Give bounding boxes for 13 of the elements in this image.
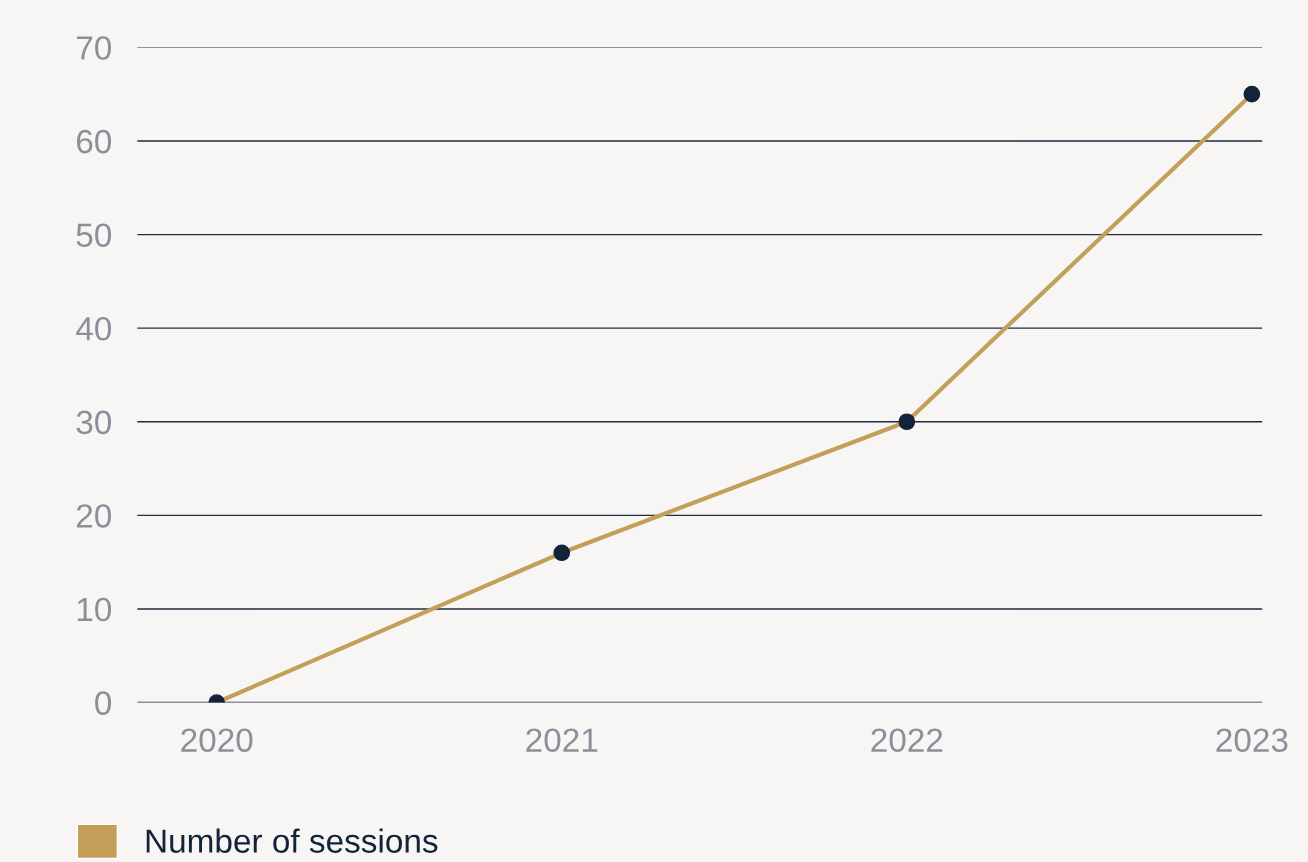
y-tick-label: 40 — [76, 316, 112, 341]
y-tick-label: 10 — [77, 597, 112, 622]
x-tick-label: 2023 — [1216, 728, 1288, 753]
x-tick-label: 2021 — [526, 728, 598, 753]
legend-label: Number of sessions — [146, 828, 438, 853]
y-tick-label: 30 — [76, 410, 112, 435]
y-tick-label: 50 — [76, 223, 112, 247]
y-tick-label: 70 — [76, 36, 112, 60]
x-tick-label: 2022 — [871, 728, 943, 753]
x-tick-label: 2020 — [181, 728, 253, 753]
y-tick-label: 0 — [95, 691, 112, 715]
y-tick-label: 20 — [76, 504, 112, 528]
y-tick-label: 60 — [76, 129, 112, 154]
